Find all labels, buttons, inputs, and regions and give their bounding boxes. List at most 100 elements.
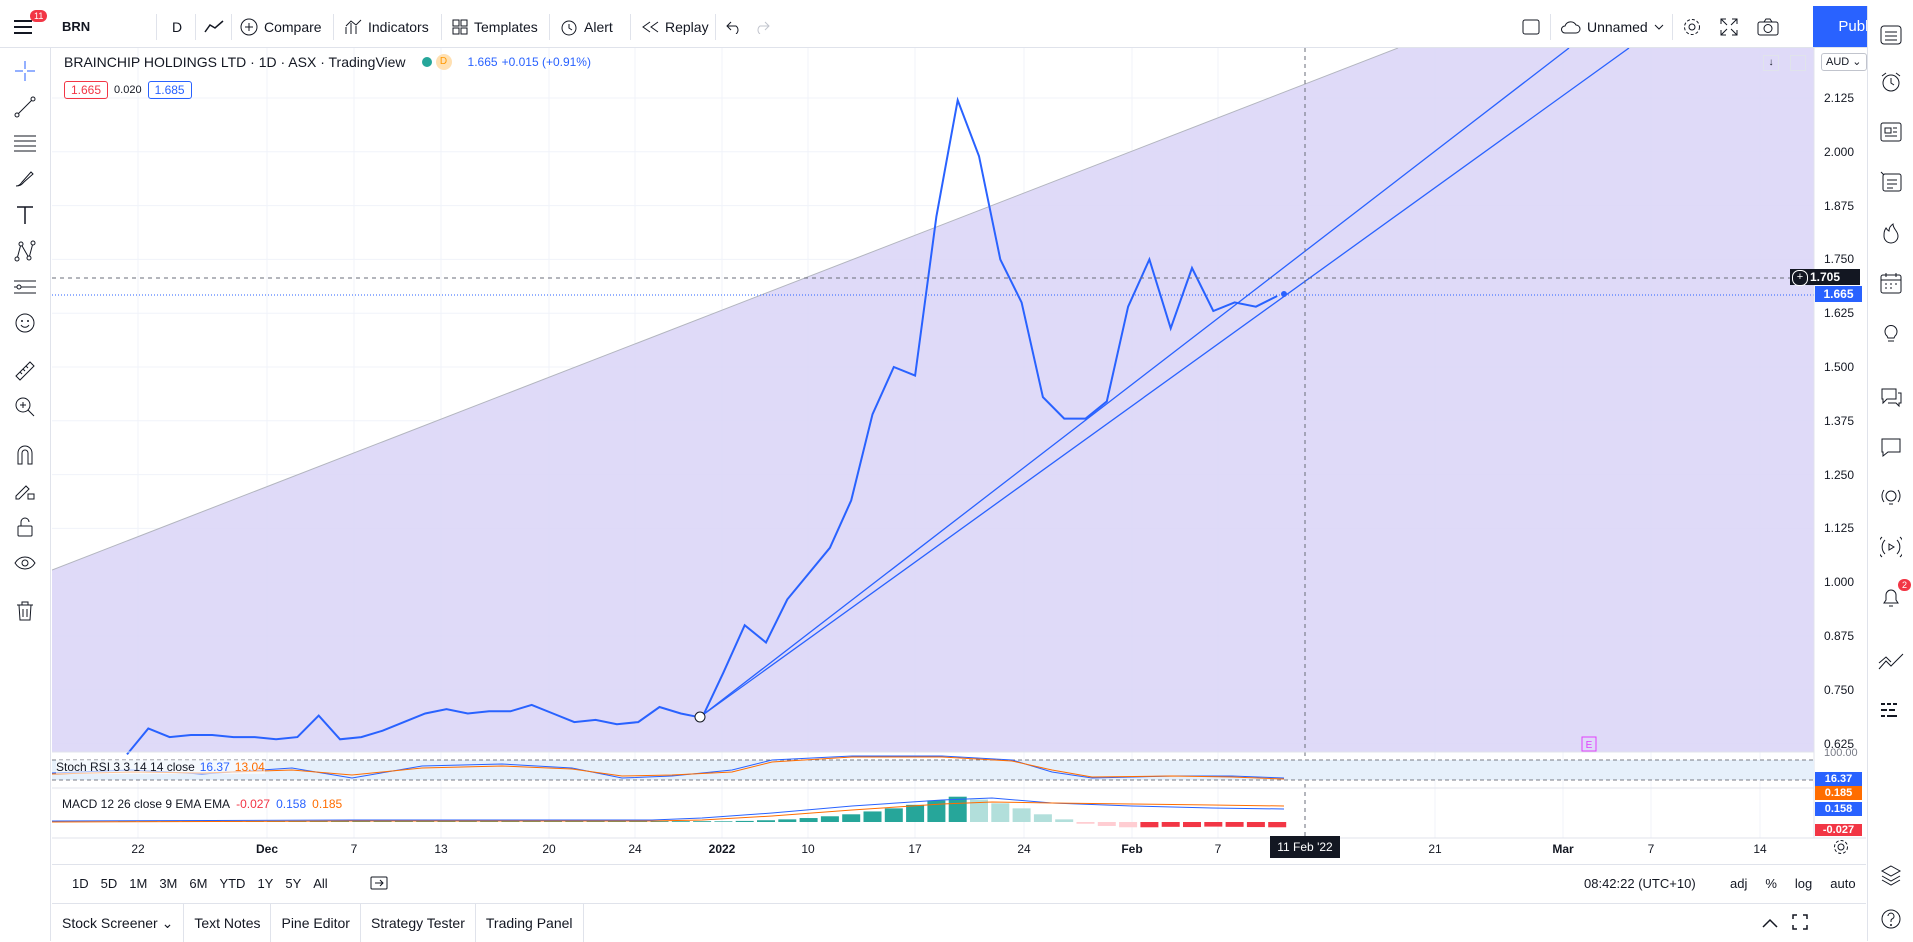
pattern-icon <box>14 240 36 262</box>
footer-tab-text-notes[interactable]: Text Notes <box>184 904 272 942</box>
hide-drawings-tool[interactable] <box>12 550 38 576</box>
stay-drawing-tool[interactable] <box>12 478 38 504</box>
replay-button[interactable]: Replay <box>641 6 709 47</box>
alerts-button[interactable] <box>1878 69 1904 95</box>
trend-line-tool[interactable] <box>12 94 38 120</box>
prediction-tool[interactable] <box>12 274 38 300</box>
range-button-1d[interactable]: 1D <box>72 875 89 891</box>
range-button-3m[interactable]: 3M <box>159 875 178 891</box>
maximize-panel-button[interactable] <box>1792 914 1808 933</box>
buy-price-pill[interactable]: 1.685 <box>147 81 192 99</box>
snapshot-button[interactable] <box>1757 6 1779 47</box>
crosshair-tool[interactable] <box>12 58 38 84</box>
redo-button[interactable] <box>754 6 770 47</box>
sell-price-pill[interactable]: 1.665 <box>64 81 109 99</box>
fib-tool[interactable] <box>12 130 38 156</box>
object-tree-button[interactable] <box>1878 169 1904 195</box>
ideas-stream-button[interactable] <box>1878 484 1904 510</box>
alert-button[interactable]: Alert <box>560 6 613 47</box>
notifications-button[interactable] <box>1878 584 1904 610</box>
scale-option-adj[interactable]: adj <box>1730 875 1748 891</box>
settings-button[interactable] <box>1682 6 1702 47</box>
scale-option-log[interactable]: log <box>1794 875 1813 891</box>
data-window-button[interactable] <box>1878 119 1904 145</box>
remove-drawings-tool[interactable] <box>12 598 38 624</box>
macd-histogram-bar <box>927 800 946 822</box>
hotlists-button[interactable] <box>1878 220 1904 246</box>
chart-type-button[interactable] <box>204 6 224 47</box>
parallel-trend-line-lower[interactable] <box>699 48 1630 718</box>
watchlist-button[interactable] <box>1878 22 1904 48</box>
zoom-tool[interactable] <box>12 394 38 420</box>
undo-button[interactable] <box>726 6 742 47</box>
text-icon <box>17 206 33 224</box>
currency-selector[interactable]: AUD ⌄ <box>1821 53 1867 71</box>
scale-option-auto[interactable]: auto <box>1830 875 1856 891</box>
pattern-tool[interactable] <box>12 238 38 264</box>
measure-tool[interactable] <box>12 358 38 384</box>
help-button[interactable] <box>1878 906 1904 932</box>
earnings-marker[interactable] <box>1581 736 1597 752</box>
templates-button[interactable]: Templates <box>452 6 538 47</box>
select-layout-button[interactable] <box>1522 6 1540 47</box>
footer-tab-stock-screener[interactable]: Stock Screener ⌄ <box>52 904 185 942</box>
stoch-scale-top: 100.00 <box>1824 747 1858 759</box>
symbol-title[interactable]: BRAINCHIP HOLDINGS LTD · 1D · ASX · Trad… <box>64 54 406 70</box>
collapse-panel-button[interactable] <box>1762 916 1778 931</box>
interval-button[interactable]: D <box>172 18 183 35</box>
text-tool[interactable] <box>12 202 38 228</box>
range-button-5y[interactable]: 5Y <box>285 875 302 891</box>
scale-option-percent[interactable]: % <box>1765 875 1777 891</box>
undo-icon <box>726 21 739 34</box>
range-button-1y[interactable]: 1Y <box>257 875 274 891</box>
time-scale-settings-button[interactable] <box>1832 838 1850 859</box>
range-button-all[interactable]: All <box>313 875 328 891</box>
macd-histogram-bar <box>757 820 775 822</box>
range-button-5d[interactable]: 5D <box>100 875 118 891</box>
fire-icon <box>1883 223 1899 244</box>
scroll-down-button[interactable]: ↓ <box>1763 55 1779 71</box>
indicators-button[interactable]: Indicators <box>344 6 429 47</box>
parallel-trend-line-upper[interactable] <box>699 48 1570 718</box>
macd-legend[interactable]: MACD 12 26 close 9 EMA EMA -0.027 0.158 … <box>62 797 342 811</box>
stoch-legend[interactable]: Stoch RSI 3 3 14 14 close 16.37 13.04 <box>56 760 265 774</box>
smiley-icon <box>15 313 35 333</box>
magnet-tool[interactable] <box>12 442 38 468</box>
footer-tab-trading-panel[interactable]: Trading Panel <box>476 904 584 942</box>
macd-histogram-bar <box>416 821 435 822</box>
icons-tool[interactable] <box>12 310 38 336</box>
compare-button[interactable]: Compare <box>240 6 322 47</box>
indicators-icon <box>345 19 362 34</box>
layers-button[interactable] <box>1878 862 1904 888</box>
calendar-button[interactable] <box>1878 270 1904 296</box>
dom-button[interactable] <box>1878 698 1904 724</box>
lock-drawings-tool[interactable] <box>12 514 38 540</box>
add-alert-plus-icon[interactable]: + <box>1792 270 1808 286</box>
streams-button[interactable] <box>1878 534 1904 560</box>
ideas-button[interactable] <box>1878 320 1904 346</box>
trend-anchor-point[interactable] <box>694 711 706 723</box>
range-button-6m[interactable]: 6M <box>189 875 208 891</box>
footer-tab-pine-editor[interactable]: Pine Editor <box>271 904 361 942</box>
clock-display[interactable]: 08:42:22 (UTC+10) <box>1584 875 1696 891</box>
trading-button[interactable] <box>1878 649 1904 675</box>
symbol-search-button[interactable]: BRN <box>62 19 91 34</box>
go-to-date-button[interactable] <box>370 865 388 901</box>
calendar-icon <box>1880 273 1902 294</box>
chats-button[interactable] <box>1878 384 1904 410</box>
brush-tool[interactable] <box>12 166 38 192</box>
private-chats-button[interactable] <box>1878 434 1904 460</box>
footer-tab-strategy-tester[interactable]: Strategy Tester <box>361 904 476 942</box>
main-menu-button[interactable] <box>14 6 34 47</box>
macd-histogram-bar <box>863 811 882 822</box>
chart-area[interactable]: E <box>52 48 1866 863</box>
range-button-1m[interactable]: 1M <box>129 875 148 891</box>
range-button-ytd[interactable]: YTD <box>219 875 246 891</box>
fullscreen-button[interactable] <box>1720 6 1738 47</box>
layout-name-button[interactable]: Unnamed <box>1559 6 1664 47</box>
price-scale-label: 1.000 <box>1824 575 1855 590</box>
unlock-icon <box>17 517 33 537</box>
time-scale-label: 7 <box>1647 842 1655 856</box>
trend-line-icon <box>14 96 36 118</box>
maximize-pane-button[interactable] <box>1790 55 1806 71</box>
